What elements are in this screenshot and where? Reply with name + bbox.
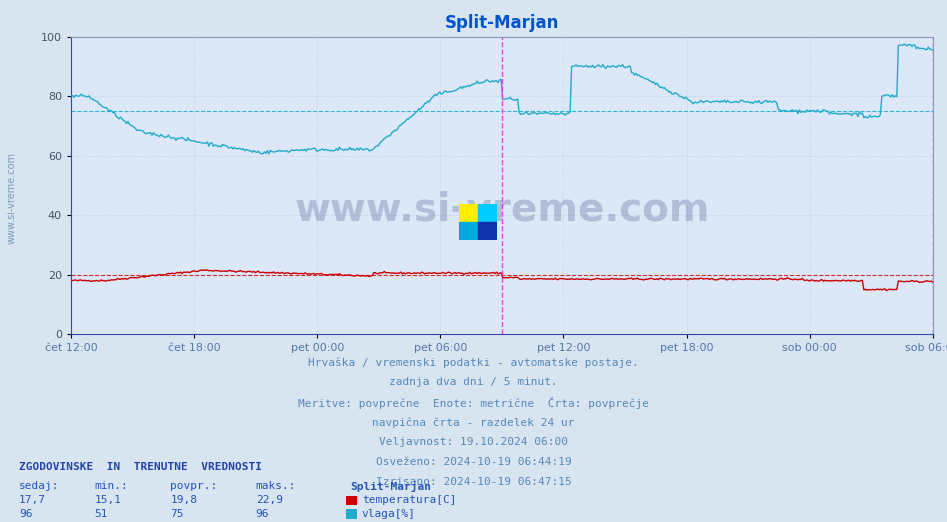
Bar	[478, 222, 497, 240]
Bar	[459, 222, 478, 240]
Text: 96: 96	[256, 509, 269, 519]
Text: 15,1: 15,1	[95, 495, 122, 505]
Text: navpična črta - razdelek 24 ur: navpična črta - razdelek 24 ur	[372, 417, 575, 428]
Bar	[478, 204, 497, 222]
Text: Split-Marjan: Split-Marjan	[350, 481, 432, 492]
Text: sedaj:: sedaj:	[19, 481, 60, 491]
Text: Hrvaška / vremenski podatki - avtomatske postaje.: Hrvaška / vremenski podatki - avtomatske…	[308, 358, 639, 368]
Text: maks.:: maks.:	[256, 481, 296, 491]
Text: povpr.:: povpr.:	[170, 481, 218, 491]
Text: zadnja dva dni / 5 minut.: zadnja dva dni / 5 minut.	[389, 377, 558, 387]
Text: Izrisano: 2024-10-19 06:47:15: Izrisano: 2024-10-19 06:47:15	[376, 477, 571, 487]
Text: vlaga[%]: vlaga[%]	[362, 509, 416, 519]
Text: ZGODOVINSKE  IN  TRENUTNE  VREDNOSTI: ZGODOVINSKE IN TRENUTNE VREDNOSTI	[19, 462, 262, 472]
Text: 17,7: 17,7	[19, 495, 46, 505]
Text: 96: 96	[19, 509, 32, 519]
Text: 22,9: 22,9	[256, 495, 283, 505]
Text: Veljavnost: 19.10.2024 06:00: Veljavnost: 19.10.2024 06:00	[379, 437, 568, 447]
Text: 51: 51	[95, 509, 108, 519]
Text: 19,8: 19,8	[170, 495, 198, 505]
Text: 75: 75	[170, 509, 184, 519]
Text: www.si-vreme.com: www.si-vreme.com	[295, 190, 709, 228]
Bar	[459, 204, 478, 222]
Text: temperatura[C]: temperatura[C]	[362, 495, 456, 505]
Text: min.:: min.:	[95, 481, 129, 491]
Text: www.si-vreme.com: www.si-vreme.com	[7, 152, 16, 244]
Text: Meritve: povprečne  Enote: metrične  Črta: povprečje: Meritve: povprečne Enote: metrične Črta:…	[298, 397, 649, 409]
Title: Split-Marjan: Split-Marjan	[445, 14, 559, 32]
Text: Osveženo: 2024-10-19 06:44:19: Osveženo: 2024-10-19 06:44:19	[376, 457, 571, 467]
